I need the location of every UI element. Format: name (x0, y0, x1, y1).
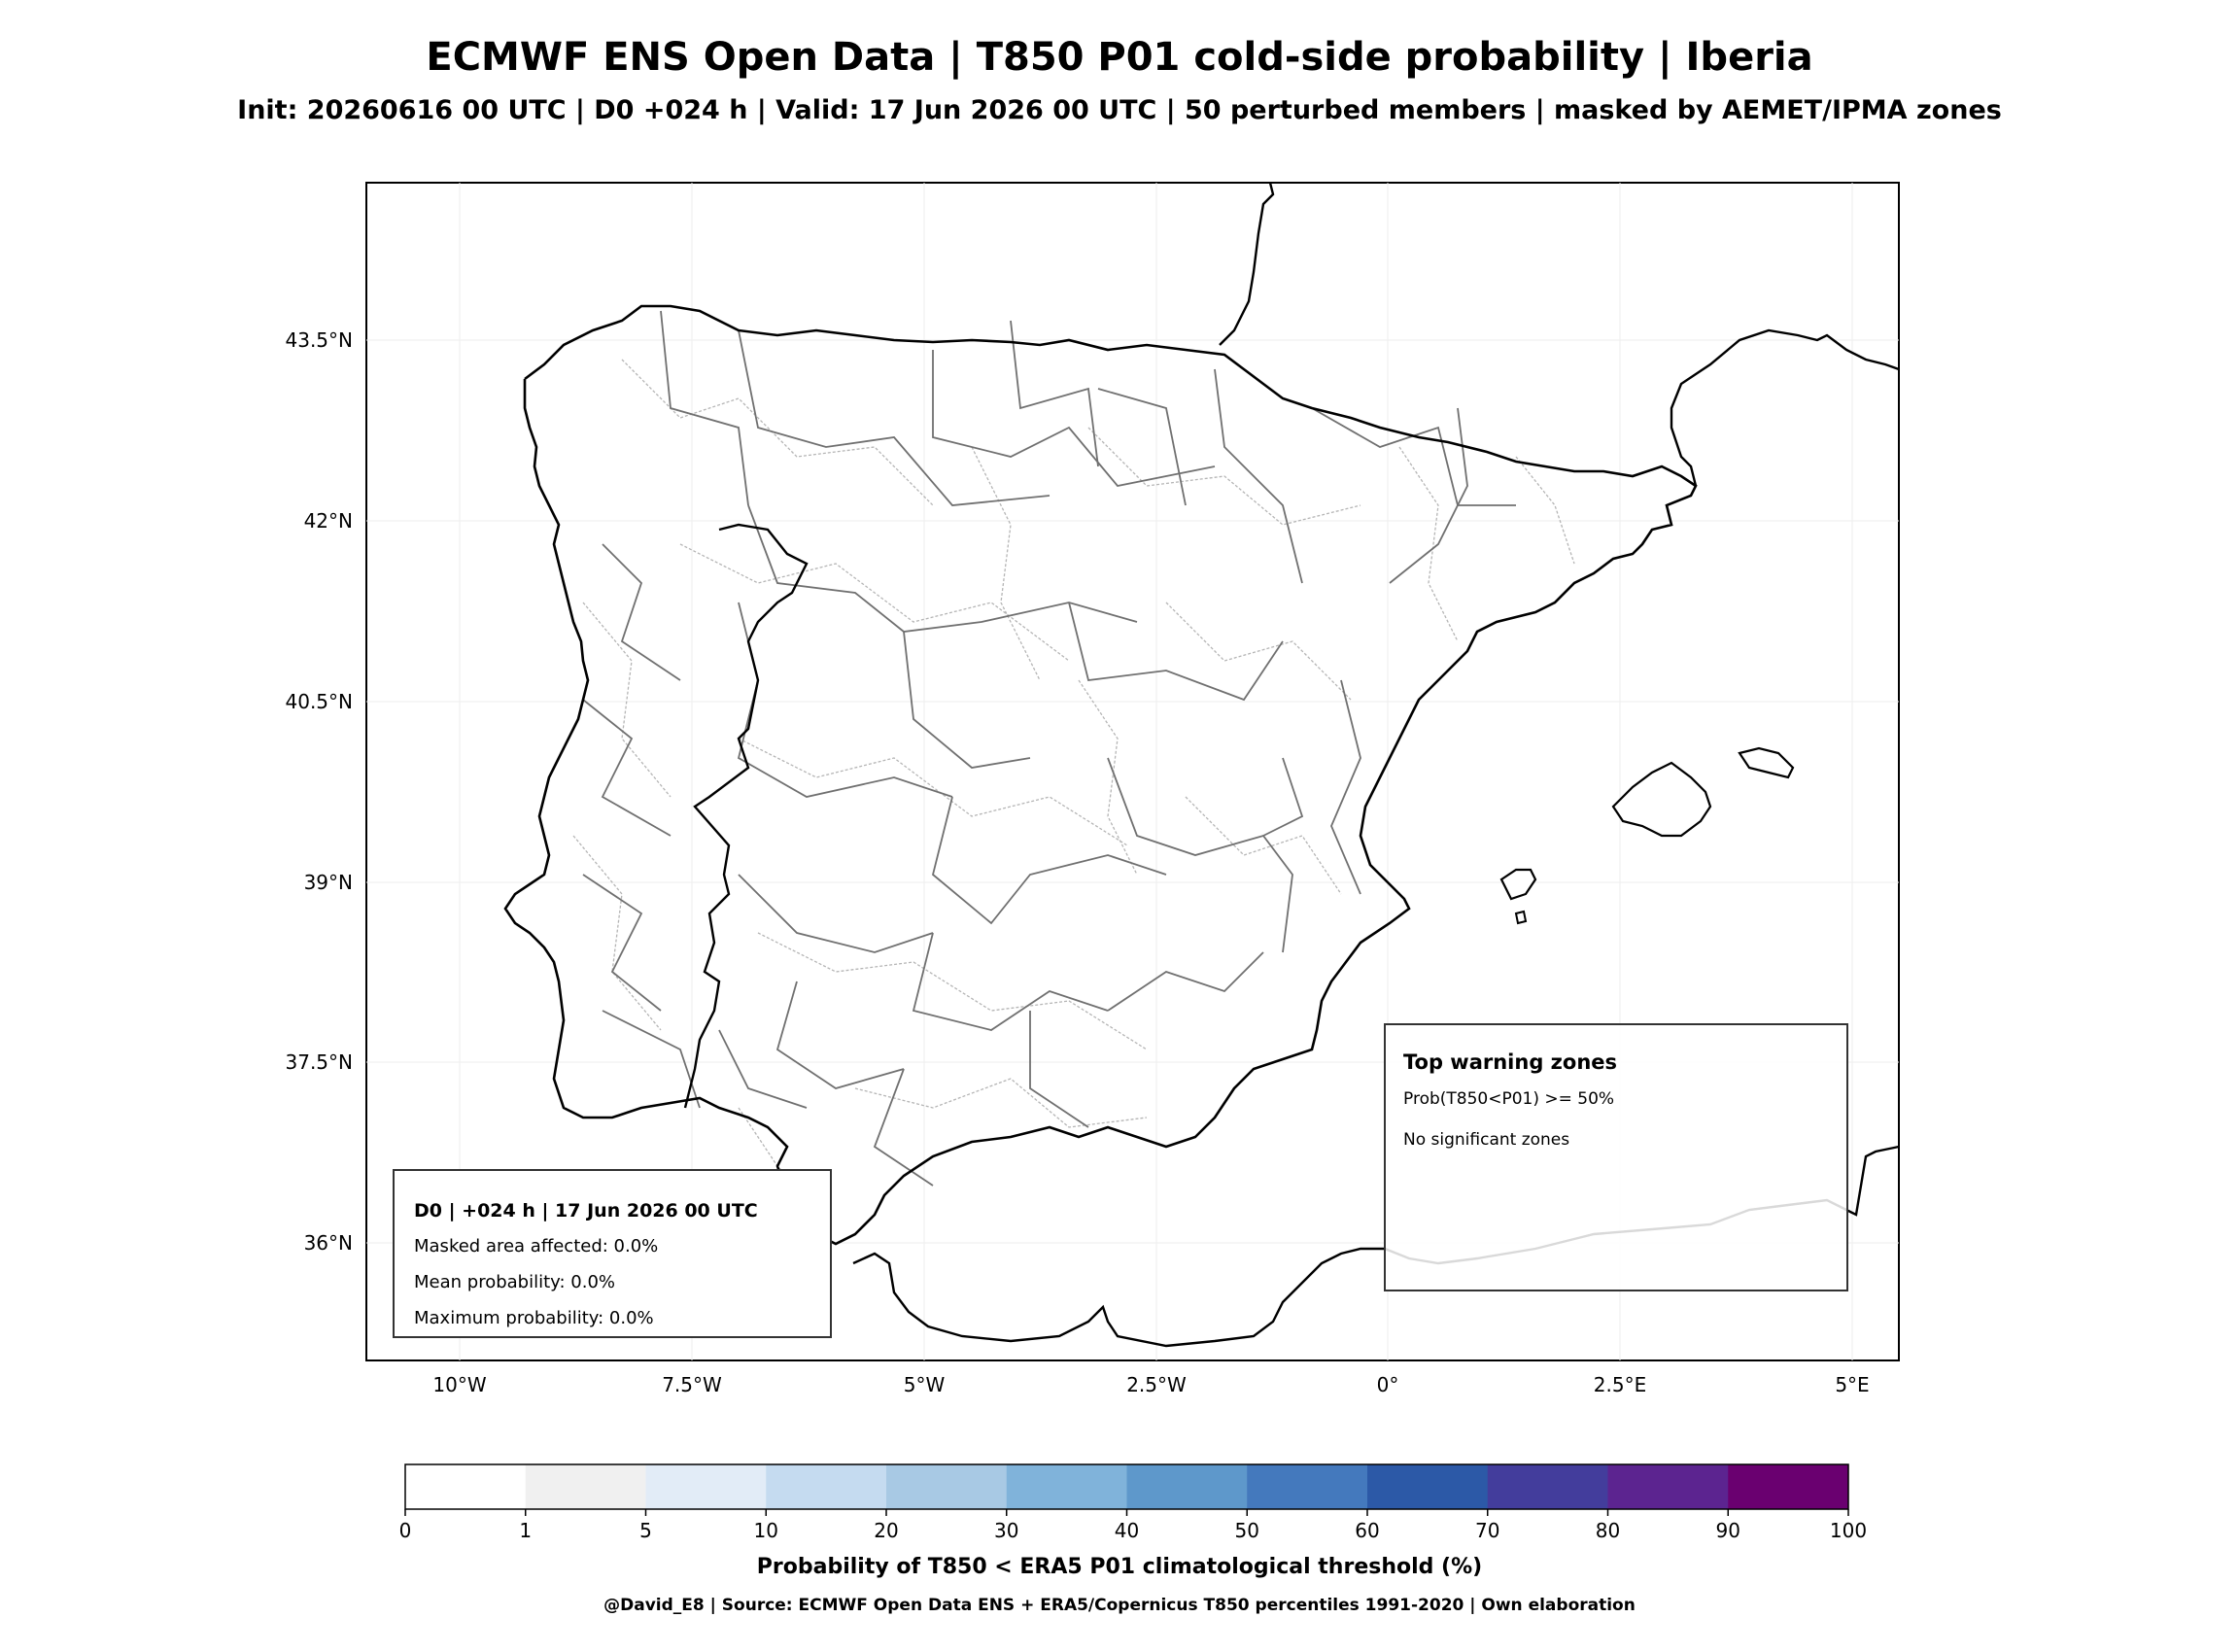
colorbar-tick-label: 1 (519, 1519, 533, 1542)
lon-label-0: 0° (1376, 1373, 1399, 1396)
summary-box: D0 | +024 h | 17 Jun 2026 00 UTC Masked … (393, 1169, 832, 1338)
colorbar-tick-label: 50 (1234, 1519, 1259, 1542)
warning-message-text: No significant zones (1403, 1130, 1570, 1150)
lat-label-40-5: 40.5°N (285, 690, 354, 713)
colorbar-tick-label: 40 (1114, 1519, 1140, 1542)
lon-label-2-5w: 2.5°W (1126, 1373, 1187, 1396)
lon-label-7-5w: 7.5°W (662, 1373, 722, 1396)
lon-label-5e: 5°E (1835, 1373, 1870, 1396)
lat-label-42: 42°N (303, 509, 353, 533)
mean-probability-text: Mean probability: 0.0% (414, 1272, 616, 1292)
zone-borders (582, 310, 1516, 1187)
spain-portugal-border (683, 523, 809, 1109)
colorbar-segment (645, 1464, 767, 1509)
colorbar-tick-label: 0 (398, 1519, 412, 1542)
lat-label-39: 39°N (303, 871, 353, 894)
colorbar-segment (405, 1464, 527, 1509)
map-gridlines (366, 183, 1899, 1360)
colorbar-segment (766, 1464, 887, 1509)
colorbar-tick-marks (404, 1509, 1849, 1516)
colorbar-segment (1607, 1464, 1729, 1509)
france-coastline (1219, 182, 1275, 346)
colorbar-segment (1247, 1464, 1368, 1509)
colorbar-tick-label: 20 (874, 1519, 899, 1542)
gulf-of-lion-coastline (1670, 328, 1900, 487)
colorbar-tick-label: 60 (1355, 1519, 1380, 1542)
colorbar-tick-label: 30 (994, 1519, 1019, 1542)
colorbar-label: Probability of T850 < ERA5 P01 climatolo… (756, 1555, 1483, 1579)
subzone-borders (572, 359, 1575, 1206)
colorbar-tick-label: 5 (639, 1519, 652, 1542)
lat-label-36: 36°N (303, 1231, 353, 1255)
masked-area-text: Masked area affected: 0.0% (414, 1236, 659, 1256)
summary-header: D0 | +024 h | 17 Jun 2026 00 UTC (414, 1200, 758, 1222)
max-probability-text: Maximum probability: 0.0% (414, 1308, 654, 1328)
colorbar-tick-label: 70 (1475, 1519, 1500, 1542)
lon-label-10w: 10°W (432, 1373, 487, 1396)
colorbar-segment (1487, 1464, 1608, 1509)
colorbar-segment (1126, 1464, 1248, 1509)
colorbar-tick-label: 80 (1595, 1519, 1621, 1542)
map-title: ECMWF ENS Open Data | T850 P01 cold-side… (426, 35, 1813, 80)
colorbar-segment (1006, 1464, 1127, 1509)
warning-zones-header: Top warning zones (1403, 1050, 1618, 1074)
lon-label-5w: 5°W (903, 1373, 946, 1396)
colorbar-segments (405, 1464, 1849, 1509)
formentera-island (1514, 910, 1528, 925)
warning-threshold-text: Prob(T850<P01) >= 50% (1403, 1089, 1615, 1109)
lat-label-43-5: 43.5°N (285, 328, 354, 352)
ibiza-island (1499, 868, 1537, 901)
colorbar-segment (886, 1464, 1008, 1509)
map-subtitle: Init: 20260616 00 UTC | D0 +024 h | Vali… (237, 95, 2002, 125)
credits: @David_E8 | Source: ECMWF Open Data ENS … (603, 1596, 1636, 1615)
colorbar-tick-label: 10 (753, 1519, 778, 1542)
mallorca-island (1611, 761, 1712, 838)
lon-label-2-5e: 2.5°E (1593, 1373, 1647, 1396)
colorbar-tick-label: 90 (1715, 1519, 1740, 1542)
warning-zones-box: Top warning zones Prob(T850<P01) >= 50% … (1384, 1023, 1848, 1291)
menorca-island (1738, 746, 1795, 779)
lat-label-37-5: 37.5°N (285, 1050, 354, 1074)
colorbar-tick-label: 100 (1829, 1519, 1868, 1542)
iberia-coastline (503, 304, 1698, 1246)
colorbar-segment (1367, 1464, 1489, 1509)
colorbar-segment (1728, 1464, 1849, 1509)
colorbar-segment (525, 1464, 646, 1509)
